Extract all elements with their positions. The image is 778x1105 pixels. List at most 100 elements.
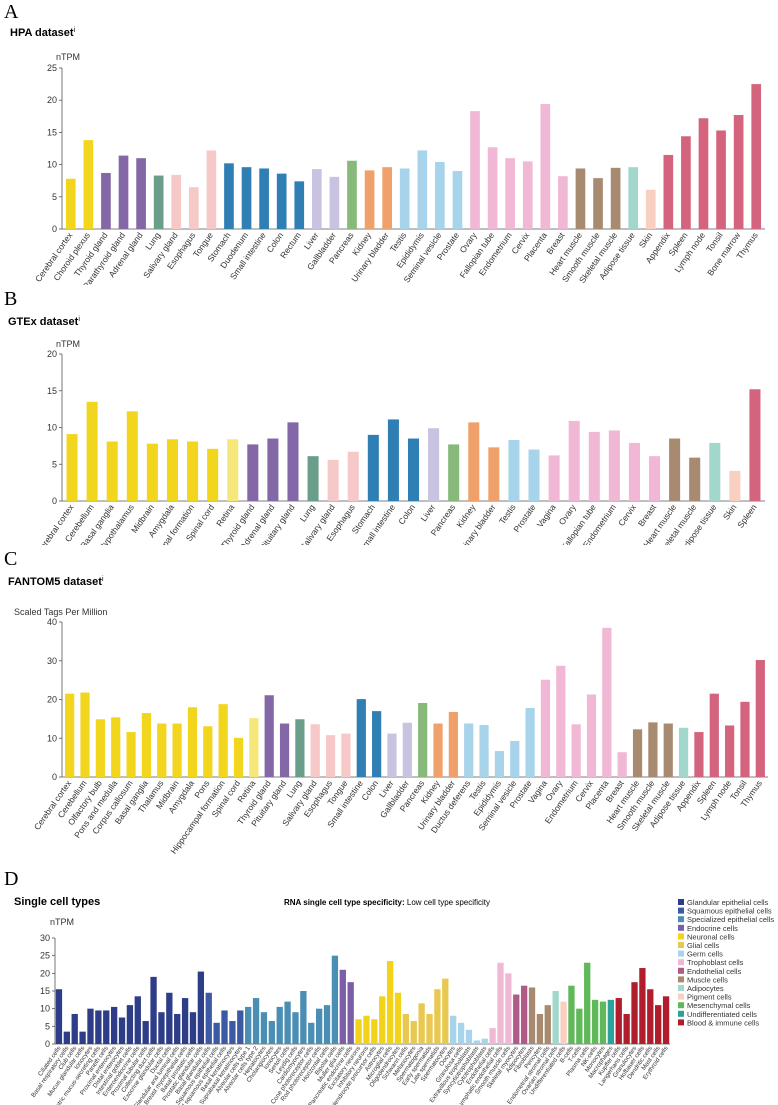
- bar: [729, 470, 741, 501]
- bar: [571, 724, 581, 777]
- bar: [740, 701, 750, 777]
- bar: [101, 172, 111, 229]
- bar: [315, 1008, 323, 1044]
- legend-swatch: [678, 899, 684, 905]
- bar: [394, 992, 402, 1044]
- bar: [751, 84, 762, 229]
- bar: [528, 987, 536, 1044]
- y-tick-label: 0: [52, 224, 57, 234]
- bar: [505, 158, 515, 229]
- legend-label: Glandular epithelial cells: [687, 898, 769, 907]
- bar: [663, 154, 674, 229]
- panel-d: D Single cell types RNA single cell type…: [4, 868, 774, 1105]
- bar: [588, 431, 600, 501]
- bar: [694, 732, 704, 777]
- legend-swatch: [678, 1019, 684, 1026]
- panel-b-y-unit: nTPM: [56, 339, 80, 349]
- bar: [556, 665, 566, 777]
- panel-d-specificity: RNA single cell type specificity: Low ce…: [284, 898, 490, 907]
- bar: [292, 1012, 299, 1044]
- bar: [399, 168, 410, 229]
- legend-label: Muscle cells: [687, 975, 728, 984]
- bar: [593, 178, 603, 229]
- legend-swatch: [678, 950, 684, 957]
- y-tick-label: 15: [40, 986, 50, 996]
- bar: [663, 723, 673, 777]
- bar: [623, 1013, 630, 1044]
- bar: [608, 430, 620, 501]
- x-tick-label: Colon: [396, 502, 417, 526]
- bar: [71, 1013, 78, 1044]
- bar: [536, 1013, 544, 1044]
- bar: [252, 998, 260, 1044]
- bar: [647, 989, 654, 1044]
- bar: [106, 441, 118, 501]
- bar: [197, 971, 205, 1044]
- y-tick-label: 10: [40, 1004, 50, 1014]
- bar: [402, 722, 412, 777]
- legend-label: Adipocytes: [687, 984, 724, 993]
- bar: [669, 438, 681, 501]
- bar: [189, 1012, 197, 1044]
- bar: [307, 456, 319, 501]
- bar: [213, 1022, 220, 1044]
- bar: [689, 457, 701, 501]
- bar: [479, 725, 489, 777]
- bar: [118, 1017, 126, 1044]
- bar: [508, 439, 520, 501]
- bar: [203, 726, 213, 777]
- bar: [276, 1006, 283, 1044]
- bar: [279, 723, 290, 777]
- legend-label: Neuronal cells: [687, 932, 735, 941]
- bar: [237, 1010, 244, 1044]
- bar: [615, 998, 622, 1044]
- bar: [513, 994, 520, 1044]
- legend-swatch: [678, 933, 684, 940]
- bar: [433, 723, 443, 777]
- panel-letter-d: D: [4, 868, 18, 890]
- bar: [233, 737, 244, 777]
- y-tick-label: 10: [47, 733, 57, 743]
- bar: [341, 733, 351, 777]
- bar: [206, 150, 217, 229]
- legend-label: Endothelial cells: [687, 967, 741, 976]
- bar: [247, 444, 259, 501]
- bar: [260, 1012, 268, 1044]
- bar: [465, 1029, 473, 1044]
- legend-label: Specialized epithelial cells: [687, 915, 774, 924]
- bar: [591, 999, 599, 1044]
- bar: [558, 176, 568, 229]
- bar: [86, 401, 98, 501]
- bar: [628, 442, 640, 501]
- bar: [576, 1008, 583, 1044]
- legend-swatch: [678, 1010, 684, 1017]
- bar: [110, 1006, 118, 1044]
- bar: [259, 168, 269, 229]
- bar: [249, 718, 259, 777]
- bar: [174, 1013, 181, 1044]
- bar: [448, 444, 460, 501]
- bar: [347, 451, 359, 501]
- bar: [418, 702, 428, 777]
- bar: [435, 162, 445, 229]
- bar: [678, 727, 689, 777]
- bar: [224, 163, 234, 229]
- panel-b-title: GTEx dataseti: [8, 316, 80, 328]
- bar: [166, 439, 178, 501]
- y-tick-label: 15: [47, 386, 57, 396]
- y-tick-label: 5: [52, 459, 57, 469]
- bar: [649, 456, 661, 501]
- legend-label: Glial cells: [687, 941, 719, 950]
- y-tick-label: 25: [47, 63, 57, 73]
- bar: [103, 1010, 110, 1044]
- bar: [568, 985, 575, 1044]
- bar: [402, 1013, 410, 1044]
- bar: [287, 422, 299, 501]
- legend-swatch: [678, 907, 684, 914]
- panel-c-title: FANTOM5 dataseti: [8, 576, 104, 588]
- bar: [709, 442, 721, 501]
- bar: [489, 1028, 496, 1044]
- bar: [548, 455, 560, 501]
